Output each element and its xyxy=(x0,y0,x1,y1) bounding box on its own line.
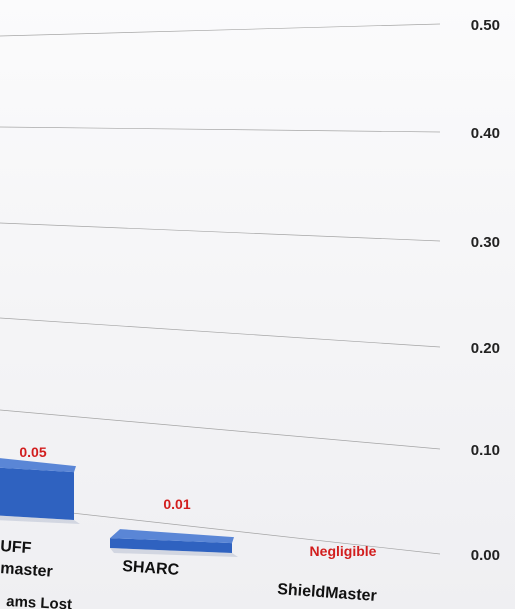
y-tick-labels: 0.00 0.10 0.20 0.30 0.40 0.50 xyxy=(471,17,500,564)
data-labels: 0.05 0.01 Negligible xyxy=(19,444,376,559)
category-label: SHARC xyxy=(122,558,180,579)
y-tick-label: 0.30 xyxy=(471,234,500,251)
bar-shadow xyxy=(0,515,80,524)
bar-top xyxy=(0,458,76,473)
bar xyxy=(0,467,74,520)
category-label: UFF xyxy=(0,538,32,557)
y-tick-label: 0.40 xyxy=(471,125,500,142)
category-label: ShieldMaster xyxy=(277,581,378,605)
y-tick-label: 0.10 xyxy=(471,442,500,459)
bar-top xyxy=(110,529,234,544)
category-labels: UFF master SHARC ShieldMaster xyxy=(0,538,377,605)
category-label: master xyxy=(0,560,53,581)
grid-layer xyxy=(0,23,441,555)
data-label: Negligible xyxy=(310,543,377,559)
bars xyxy=(0,458,238,557)
gridline xyxy=(0,317,441,348)
data-label: 0.05 xyxy=(19,444,46,460)
bar-shadow xyxy=(110,548,238,557)
data-label: 0.01 xyxy=(163,496,190,512)
y-tick-label: 0.20 xyxy=(471,340,500,357)
x-axis-title: ams Lost xyxy=(6,593,73,609)
gridline xyxy=(0,222,441,242)
y-tick-label: 0.00 xyxy=(471,547,500,564)
y-tick-label: 0.50 xyxy=(471,17,500,34)
bar xyxy=(110,538,232,553)
gridline xyxy=(0,23,441,37)
gridline xyxy=(0,126,441,133)
gridline xyxy=(0,409,441,450)
